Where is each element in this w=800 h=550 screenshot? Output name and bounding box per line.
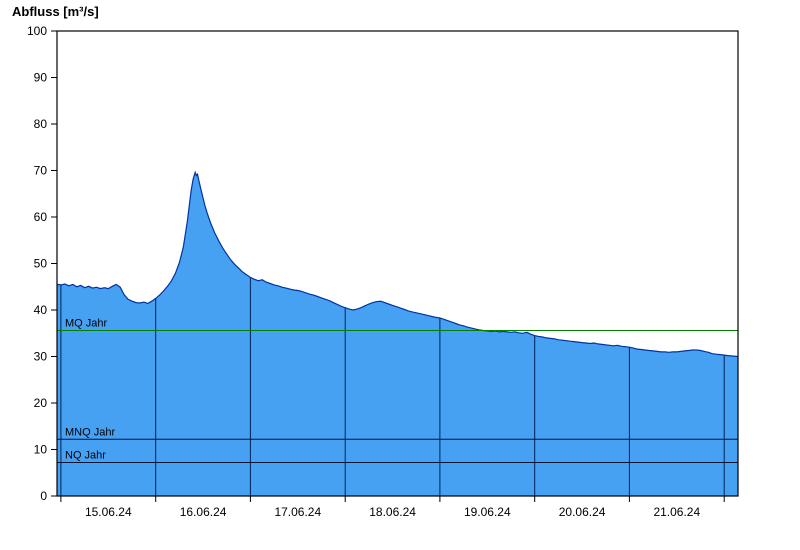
discharge-area xyxy=(57,172,738,496)
y-tick-label: 0 xyxy=(40,489,47,503)
y-tick-label: 60 xyxy=(34,210,48,224)
y-tick-label: 70 xyxy=(34,164,48,178)
x-tick-label: 18.06.24 xyxy=(369,505,416,519)
y-tick-label: 40 xyxy=(34,303,48,317)
x-axis: 15.06.24 16.06.24 17.06.24 18.06.24 19.06.24… xyxy=(60,496,725,519)
ref-label-2: NQ Jahr xyxy=(65,450,106,462)
y-tick-label: 50 xyxy=(34,257,48,271)
chart-title: Abfluss [m³/s] xyxy=(12,4,99,19)
y-tick-label: 30 xyxy=(34,350,48,364)
y-tick-label: 90 xyxy=(34,71,48,85)
y-axis: 0 10 20 30 40 50 60 70 80 90 100 xyxy=(27,24,57,503)
discharge-line xyxy=(56,170,739,358)
x-tick-label: 16.06.24 xyxy=(180,505,227,519)
x-tick-label: 20.06.24 xyxy=(559,505,606,519)
x-tick-label: 21.06.24 xyxy=(653,505,700,519)
x-tick-label: 19.06.24 xyxy=(464,505,511,519)
ref-label-1: MNQ Jahr xyxy=(65,426,115,438)
x-tick-label: 15.06.24 xyxy=(85,505,132,519)
ref-label-0: MQ Jahr xyxy=(65,318,108,330)
x-tick-label: 17.06.24 xyxy=(274,505,321,519)
y-tick-label: 20 xyxy=(34,396,48,410)
y-tick-label: 80 xyxy=(34,117,48,131)
y-tick-label: 10 xyxy=(34,443,48,457)
y-tick-label: 100 xyxy=(27,24,47,38)
